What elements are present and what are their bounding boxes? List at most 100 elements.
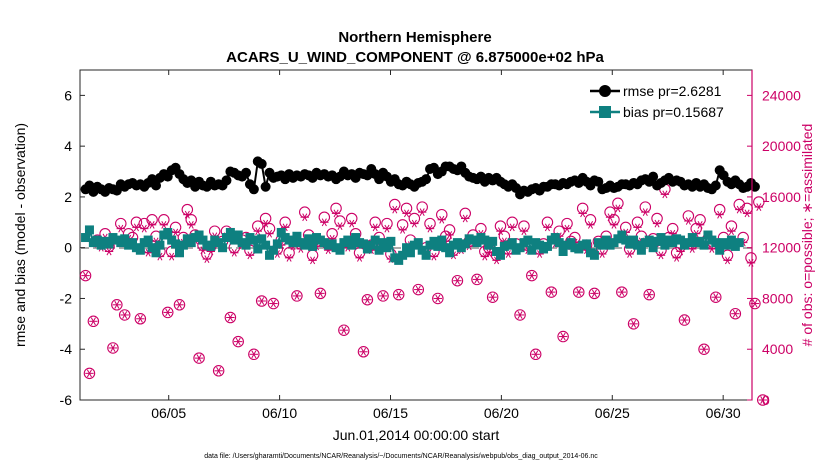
bias-point	[421, 250, 431, 260]
obs-assimilated-point	[715, 210, 724, 219]
rmse-point	[256, 158, 267, 169]
x-tick-label: 06/10	[262, 405, 297, 421]
bias-point	[398, 250, 408, 260]
obs-assimilated-point	[496, 227, 505, 236]
bias-point	[241, 240, 251, 250]
obs-possible-point	[573, 286, 585, 298]
obs-assimilated-point	[112, 300, 122, 309]
obs-assimilated-point	[359, 347, 368, 356]
legend-bias-marker	[599, 106, 611, 118]
legend: rmse pr=2.6281 bias pr=0.15687	[586, 78, 746, 122]
rmse-layer	[80, 156, 760, 200]
bias-point	[441, 243, 451, 253]
obs-assimilated-point	[234, 337, 243, 346]
bias-point	[206, 241, 216, 251]
bias-point	[143, 235, 153, 245]
bias-point	[676, 235, 686, 245]
obs-assimilated-point	[531, 350, 540, 359]
obs-possible-point	[87, 315, 100, 328]
obs-assimilated-point	[414, 285, 423, 294]
bias-point	[589, 250, 599, 260]
obs-assimilated-point	[453, 276, 462, 285]
y-tick-label: 4	[64, 138, 72, 154]
obs-assimilated-point	[371, 223, 380, 232]
bias-point	[636, 245, 646, 255]
bias-point	[687, 233, 697, 243]
obs-possible-point	[134, 313, 147, 325]
obs-assimilated-point	[316, 289, 325, 298]
obs-assimilated-point	[472, 275, 482, 284]
bias-point	[347, 240, 357, 250]
bias-point	[495, 250, 505, 260]
obs-assimilated-point	[731, 309, 740, 318]
obs-assimilated-point	[727, 227, 736, 236]
x-tick-label: 06/05	[151, 405, 186, 421]
bias-point	[351, 233, 361, 243]
bias-point	[343, 235, 353, 245]
obs-assimilated-point	[484, 248, 493, 257]
bias-point	[155, 240, 165, 250]
x-tick-label: 06/25	[595, 405, 630, 421]
obs-assimilated-point	[245, 251, 255, 260]
bias-point	[429, 236, 439, 246]
bias-point	[472, 238, 482, 248]
bias-point	[644, 235, 654, 245]
y-tick-label: -6	[60, 392, 73, 408]
bias-point	[151, 248, 161, 258]
bias-point	[81, 233, 91, 243]
bias-point	[402, 243, 412, 253]
rmse-point	[248, 184, 259, 195]
obs-assimilated-point	[586, 220, 595, 229]
obs-assimilated-point	[261, 219, 270, 228]
obs-assimilated-point	[754, 203, 764, 211]
obs-possible-point	[173, 299, 186, 311]
obs-possible-point	[529, 348, 542, 361]
obs-assimilated-point	[120, 311, 129, 319]
obs-possible-point	[729, 307, 742, 320]
bias-point	[178, 240, 188, 250]
obs-assimilated-point	[308, 256, 317, 265]
bias-point	[225, 227, 235, 237]
y2-tick-label: 8000	[762, 290, 793, 306]
obs-assimilated-point	[723, 256, 732, 265]
x-tick-label: 06/20	[484, 405, 519, 421]
obs-assimilated-point	[504, 250, 513, 258]
bias-point	[194, 230, 204, 240]
y2-tick-label: 4000	[762, 341, 793, 357]
obs-assimilated-point	[633, 223, 642, 232]
bias-point	[304, 234, 314, 244]
obs-assimilated-point	[81, 271, 90, 280]
bias-point	[249, 235, 259, 245]
rmse-point	[241, 167, 252, 178]
obs-assimilated-point	[269, 299, 278, 308]
bias-point	[233, 230, 243, 240]
bias-point	[171, 239, 181, 249]
obs-assimilated-point	[519, 227, 529, 236]
bias-point	[214, 238, 224, 248]
obs-assimilated-point	[331, 209, 341, 218]
obs-assimilated-point	[758, 396, 767, 404]
bias-point	[370, 235, 380, 245]
obs-possible-point	[224, 311, 237, 324]
bias-point	[433, 241, 443, 251]
obs-possible-point	[678, 314, 691, 326]
bias-point	[488, 236, 498, 246]
bias-point	[186, 238, 196, 248]
bias-point	[394, 255, 404, 265]
obs-assimilated-point	[226, 313, 235, 322]
obs-assimilated-point	[249, 350, 259, 359]
obs-assimilated-point	[437, 215, 446, 224]
obs-assimilated-point	[508, 223, 517, 232]
bias-point	[358, 239, 368, 249]
bias-point	[104, 239, 114, 249]
bias-point	[335, 245, 345, 255]
obs-assimilated-point	[394, 290, 403, 299]
obs-possible-point	[107, 342, 119, 354]
obs-assimilated-point	[433, 294, 443, 303]
bias-point	[272, 239, 282, 249]
obs-possible-point	[357, 346, 370, 358]
bias-point	[374, 245, 384, 255]
obs-possible-point	[616, 286, 628, 298]
obs-assimilated-point	[417, 208, 427, 217]
obs-assimilated-point	[543, 223, 552, 232]
